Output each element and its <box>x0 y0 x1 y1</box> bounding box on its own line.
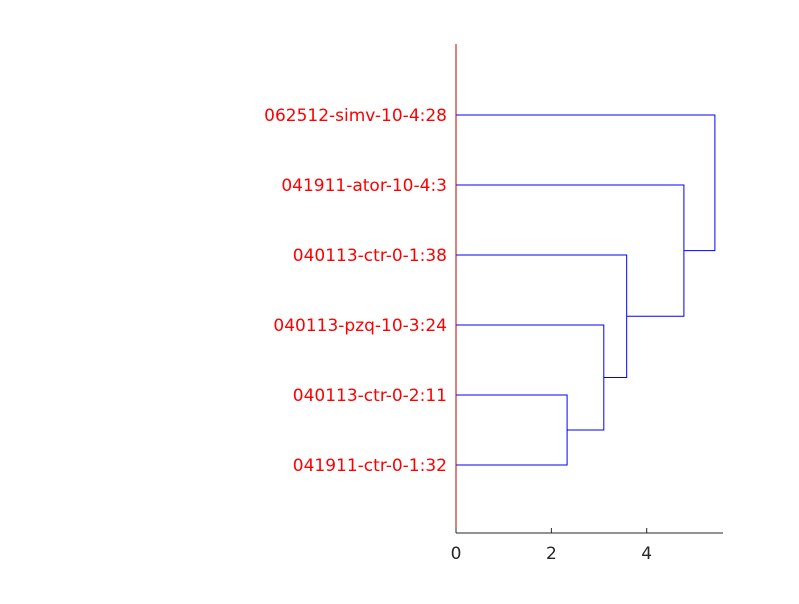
x-ticks: 0 2 4 <box>451 528 652 564</box>
leaf-label: 040113-pzq-10-3:24 <box>273 316 447 336</box>
leaf-label: 040113-ctr-0-1:38 <box>293 246 447 266</box>
leaf-label: 040113-ctr-0-2:11 <box>293 386 447 406</box>
x-tick-label: 0 <box>451 544 462 564</box>
dendrogram-link-5 <box>456 114 716 252</box>
x-tick-label: 2 <box>546 544 557 564</box>
dendrogram-link-3 <box>456 254 628 378</box>
dendrogram-link-1 <box>456 394 568 466</box>
leaf-labels: 062512-simv-10-4:28 041911-ator-10-4:3 040… <box>264 106 447 476</box>
leaf-label: 041911-ator-10-4:3 <box>281 176 447 196</box>
dendrogram-link-4 <box>456 184 685 317</box>
dendrogram-links <box>456 114 716 466</box>
x-tick-label: 4 <box>641 544 652 564</box>
leaf-label: 041911-ctr-0-1:32 <box>293 456 447 476</box>
dendrogram-link-2 <box>456 324 605 431</box>
leaf-label: 062512-simv-10-4:28 <box>264 106 447 126</box>
